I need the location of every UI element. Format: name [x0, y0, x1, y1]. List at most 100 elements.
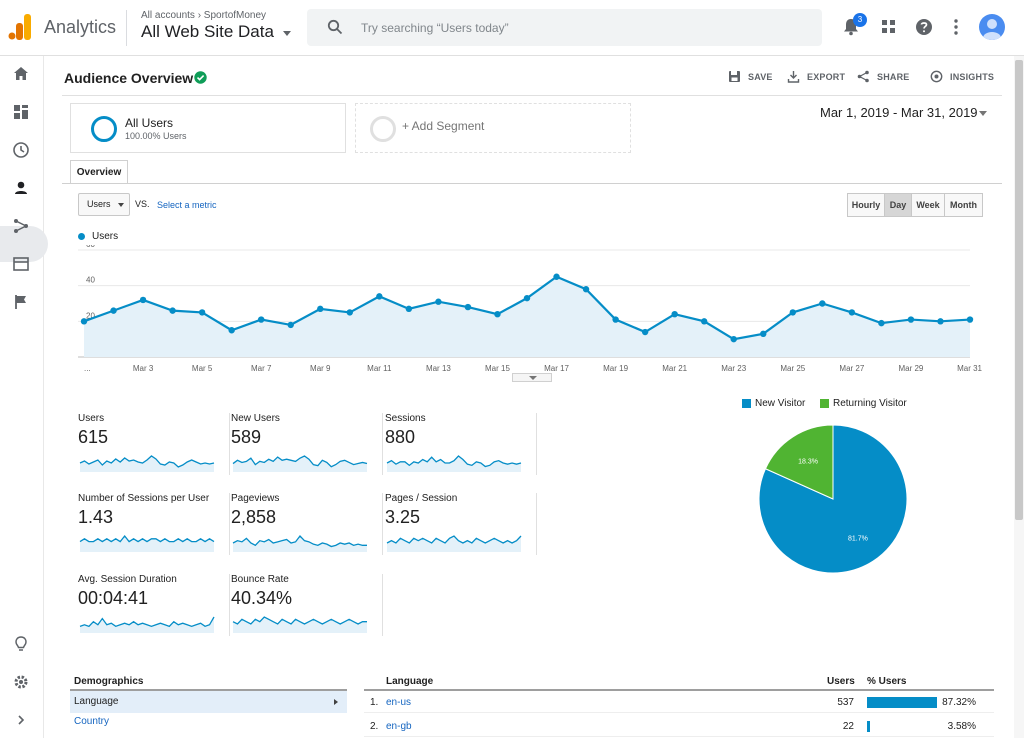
- tab-overview[interactable]: Overview: [70, 160, 128, 184]
- column-header-users[interactable]: Users: [827, 676, 855, 687]
- data-point[interactable]: [169, 307, 176, 314]
- sparkline-area: [80, 536, 214, 552]
- top-bar: Analytics All accounts › SportofMoney Al…: [0, 0, 1024, 56]
- data-point[interactable]: [848, 309, 856, 316]
- language-table-rule: [364, 689, 994, 691]
- data-point[interactable]: [346, 309, 353, 316]
- data-point[interactable]: [80, 318, 88, 325]
- data-point[interactable]: [494, 311, 501, 318]
- demographics-item-language[interactable]: Language: [70, 691, 347, 713]
- nav-customization[interactable]: [0, 94, 44, 130]
- sparkline-line: [79, 455, 215, 468]
- data-point[interactable]: [760, 330, 767, 338]
- row-share-bar: [867, 721, 870, 732]
- chevron-down-icon[interactable]: [283, 31, 291, 36]
- data-point[interactable]: [730, 335, 737, 343]
- metric-divider: [229, 574, 230, 636]
- account-breadcrumb[interactable]: All accounts › SportofMoney: [141, 10, 267, 21]
- segment-placeholder-ring: [370, 116, 396, 142]
- segment-all-users[interactable]: All Users 100.00% Users: [70, 103, 346, 153]
- add-segment-button[interactable]: + Add Segment: [355, 103, 631, 153]
- chevron-down-icon[interactable]: [979, 111, 987, 116]
- row-users: 537: [837, 697, 854, 708]
- metric-card[interactable]: Pageviews 2,858: [231, 493, 383, 561]
- data-point[interactable]: [907, 316, 915, 323]
- data-point[interactable]: [523, 294, 531, 302]
- avatar[interactable]: [979, 14, 1005, 40]
- add-segment-label: + Add Segment: [402, 119, 485, 133]
- data-point[interactable]: [553, 273, 560, 280]
- data-point[interactable]: [641, 328, 649, 336]
- nav-behavior[interactable]: [0, 246, 44, 282]
- sparkline-line: [386, 535, 522, 544]
- home-icon: [14, 67, 28, 80]
- nav-conversions[interactable]: [0, 284, 44, 320]
- nav-expand[interactable]: [0, 702, 44, 738]
- search-box[interactable]: [307, 9, 822, 46]
- select-a-metric-link[interactable]: Select a metric: [157, 200, 217, 210]
- data-point[interactable]: [435, 298, 442, 305]
- metric-sparkline: [79, 534, 215, 552]
- search-icon[interactable]: [327, 19, 343, 35]
- analytics-logo-icon[interactable]: [8, 14, 32, 40]
- apps-grid-icon[interactable]: [878, 16, 900, 38]
- data-point[interactable]: [376, 293, 383, 300]
- metric-card[interactable]: Users 615: [78, 413, 230, 481]
- nav-discover[interactable]: [0, 626, 44, 662]
- notification-badge: 3: [853, 13, 867, 27]
- data-point[interactable]: [582, 286, 590, 293]
- segment-name: All Users: [125, 116, 174, 130]
- more-vert-icon[interactable]: [945, 16, 967, 38]
- granularity-month[interactable]: Month: [944, 193, 983, 217]
- data-point[interactable]: [464, 303, 472, 311]
- nav-acquisition[interactable]: [0, 208, 44, 244]
- language-link[interactable]: en-gb: [386, 721, 412, 732]
- x-tick-label: Mar 21: [662, 364, 687, 373]
- data-point[interactable]: [819, 300, 826, 307]
- nav-realtime[interactable]: [0, 132, 44, 168]
- data-point[interactable]: [317, 305, 324, 313]
- data-point[interactable]: [228, 327, 235, 334]
- data-point[interactable]: [701, 318, 708, 325]
- pie-slice[interactable]: [764, 424, 834, 500]
- granularity-hourly[interactable]: Hourly: [847, 193, 885, 217]
- metric-card[interactable]: Pages / Session 3.25: [385, 493, 537, 561]
- date-range-picker[interactable]: Mar 1, 2019 - Mar 31, 2019: [820, 105, 978, 120]
- data-point[interactable]: [966, 316, 974, 323]
- nav-admin[interactable]: [0, 664, 44, 700]
- data-point[interactable]: [612, 316, 619, 323]
- data-point[interactable]: [198, 309, 206, 316]
- language-link[interactable]: en-us: [386, 697, 412, 708]
- app-name: Analytics: [44, 17, 117, 37]
- granularity-week[interactable]: Week: [911, 193, 945, 217]
- data-point[interactable]: [405, 305, 413, 313]
- nav-home[interactable]: [0, 56, 44, 92]
- data-point[interactable]: [878, 319, 885, 327]
- segment-color-ring: [91, 116, 117, 142]
- data-point[interactable]: [789, 309, 796, 316]
- help-icon[interactable]: [913, 16, 935, 38]
- page-scrollbar-thumb[interactable]: [1015, 60, 1023, 520]
- data-point[interactable]: [258, 316, 265, 323]
- data-point[interactable]: [139, 296, 147, 304]
- data-point[interactable]: [671, 311, 678, 318]
- demographics-item-country[interactable]: Country: [74, 716, 110, 727]
- row-index: 1.: [370, 697, 379, 708]
- nav-audience[interactable]: [0, 170, 44, 206]
- view-selector[interactable]: All Web Site Data: [141, 22, 274, 41]
- chart-resize-handle[interactable]: [512, 373, 552, 382]
- data-point[interactable]: [937, 318, 944, 325]
- search-input[interactable]: [361, 9, 801, 46]
- metric-card[interactable]: Avg. Session Duration 00:04:41: [78, 574, 230, 642]
- metric-card[interactable]: Number of Sessions per User 1.43: [78, 493, 230, 561]
- data-point[interactable]: [110, 307, 117, 314]
- data-point[interactable]: [287, 321, 294, 329]
- metric-card[interactable]: New Users 589: [231, 413, 383, 481]
- metric-value: 615: [78, 427, 109, 447]
- metric-selector[interactable]: Users: [78, 193, 130, 216]
- granularity-day[interactable]: Day: [884, 193, 912, 217]
- metric-card[interactable]: Sessions 880: [385, 413, 537, 481]
- metric-card[interactable]: Bounce Rate 40.34%: [231, 574, 383, 642]
- y-tick-label: 60: [86, 245, 95, 249]
- pie-legend-label: Returning Visitor: [833, 398, 907, 409]
